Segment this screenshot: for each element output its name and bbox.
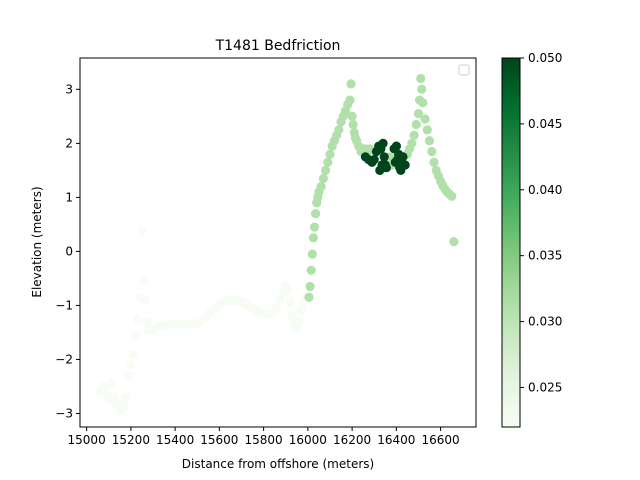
data-point — [275, 295, 285, 305]
data-point — [413, 109, 424, 119]
data-point — [126, 360, 136, 370]
colorbar-gradient — [501, 57, 521, 428]
data-point — [106, 379, 116, 389]
data-point — [316, 182, 326, 192]
data-point — [132, 314, 143, 324]
chart-title: T1481 Bedfriction — [215, 38, 341, 54]
data-point — [346, 79, 356, 89]
data-point — [308, 233, 318, 243]
data-point — [307, 249, 317, 259]
data-point — [311, 209, 321, 219]
data-point — [325, 149, 335, 159]
colorbar-tick-label: 0.050 — [528, 51, 562, 65]
y-tick-label: 1 — [65, 190, 73, 204]
data-point — [348, 119, 358, 130]
data-point — [427, 146, 437, 157]
data-point — [417, 84, 427, 94]
x-tick-label: 15400 — [156, 433, 194, 447]
data-point — [128, 349, 138, 359]
data-point — [409, 130, 419, 140]
data-point — [137, 226, 147, 236]
data-point — [381, 163, 391, 173]
data-point — [416, 73, 426, 84]
data-point — [418, 98, 428, 108]
x-tick-label: 15000 — [68, 433, 106, 447]
data-point — [305, 281, 315, 292]
data-point — [400, 160, 410, 170]
y-tick-label: −1 — [55, 298, 73, 312]
data-point — [449, 237, 459, 247]
data-point — [424, 136, 435, 146]
data-point — [285, 298, 295, 308]
series-0 — [95, 226, 313, 416]
data-point — [121, 392, 132, 402]
data-point — [429, 157, 439, 167]
x-tick-label: 15200 — [112, 433, 150, 447]
data-point — [309, 222, 320, 232]
data-point — [379, 152, 389, 162]
data-point — [398, 152, 408, 162]
data-point — [345, 95, 355, 105]
x-tick-label: 16400 — [377, 433, 415, 447]
data-point — [119, 400, 129, 410]
colorbar-tick-label: 0.045 — [528, 117, 562, 131]
data-point — [130, 330, 140, 340]
x-tick-label: 15800 — [245, 433, 283, 447]
y-tick-label: 2 — [65, 136, 73, 150]
data-point — [391, 141, 401, 151]
data-point — [407, 138, 417, 148]
colorbar: 0.025 0.030 0.035 0.040 0.045 0.050 — [501, 51, 562, 428]
data-point — [378, 138, 388, 148]
data-point — [369, 155, 379, 165]
data-point — [323, 157, 333, 167]
data-point — [304, 292, 314, 302]
data-point — [318, 173, 328, 184]
legend-box — [458, 64, 470, 76]
x-tick-label: 15600 — [200, 433, 238, 447]
colorbar-tick-label: 0.025 — [528, 380, 562, 394]
data-point — [287, 311, 297, 321]
plot-frame — [79, 57, 477, 428]
series-1 — [304, 73, 459, 302]
x-tick-label: 16200 — [333, 433, 371, 447]
y-tick-label: 3 — [65, 82, 73, 96]
data-point — [296, 306, 306, 316]
data-point — [422, 125, 432, 135]
data-point — [411, 119, 421, 130]
y-tick-label: 0 — [65, 244, 73, 258]
plot-area — [79, 57, 477, 428]
y-axis-ticks: −3 −2 −1 0 1 2 3 — [55, 82, 80, 420]
colorbar-tick-label: 0.035 — [528, 249, 562, 263]
data-point — [140, 295, 150, 305]
data-point — [447, 191, 457, 201]
data-point — [142, 317, 152, 327]
series-2 — [360, 138, 410, 175]
colorbar-tick-label: 0.040 — [528, 183, 562, 197]
y-tick-label: −3 — [55, 406, 73, 420]
data-point — [306, 265, 316, 275]
data-point — [420, 114, 430, 124]
data-point — [139, 276, 149, 286]
x-tick-label: 16000 — [289, 433, 327, 447]
y-axis-label: Elevation (meters) — [30, 186, 44, 297]
data-point — [321, 165, 331, 175]
colorbar-tick-label: 0.030 — [528, 315, 562, 329]
data-point — [283, 285, 293, 295]
data-point — [98, 381, 108, 392]
x-axis-ticks: 15000 15200 15400 15600 15800 16000 16200 16400… — [68, 427, 460, 447]
y-tick-label: −2 — [55, 352, 73, 366]
data-point — [334, 125, 344, 135]
data-point — [294, 317, 304, 327]
x-tick-label: 16600 — [422, 433, 460, 447]
x-axis-label: Distance from offshore (meters) — [182, 457, 374, 471]
data-point — [272, 303, 282, 313]
data-point — [347, 111, 357, 121]
data-point — [124, 371, 134, 381]
